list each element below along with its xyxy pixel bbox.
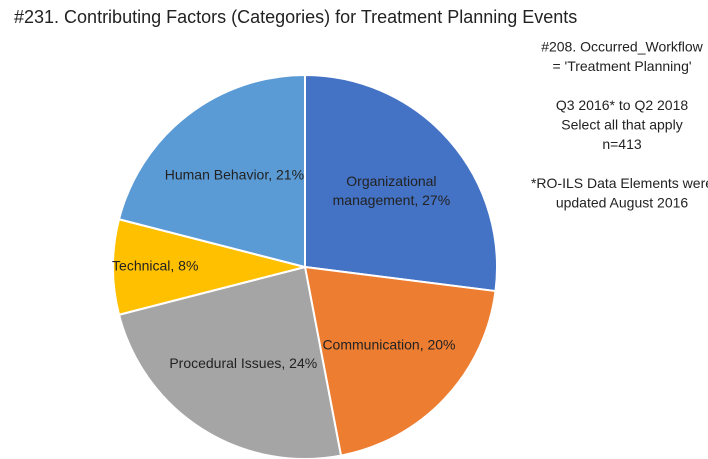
data-label: Communication, 20% (322, 337, 455, 353)
pie-slice (117, 73, 306, 269)
annotation: *RO-ILS Data Elements were (531, 175, 708, 191)
pie-slice (303, 265, 497, 457)
annotation: updated August 2016 (556, 195, 689, 211)
data-label: Organizational management, 27% (333, 173, 451, 208)
pie-slice (112, 218, 306, 316)
chart-title: #231. Contributing Factors (Categories) … (14, 7, 577, 27)
annotation: n=413 (602, 136, 642, 152)
annotation: = 'Treatment Planning' (552, 58, 691, 74)
data-label: Technical, 8% (112, 258, 198, 274)
annotation: Select all that apply (561, 117, 682, 133)
annotation: Q3 2016* to Q2 2018 (556, 97, 689, 113)
data-label: Human Behavior, 21% (165, 167, 304, 183)
annotation: #208. Occurred_Workflow (541, 39, 703, 55)
pie-slice (304, 73, 498, 293)
data-label: Procedural Issues, 24% (169, 355, 317, 371)
